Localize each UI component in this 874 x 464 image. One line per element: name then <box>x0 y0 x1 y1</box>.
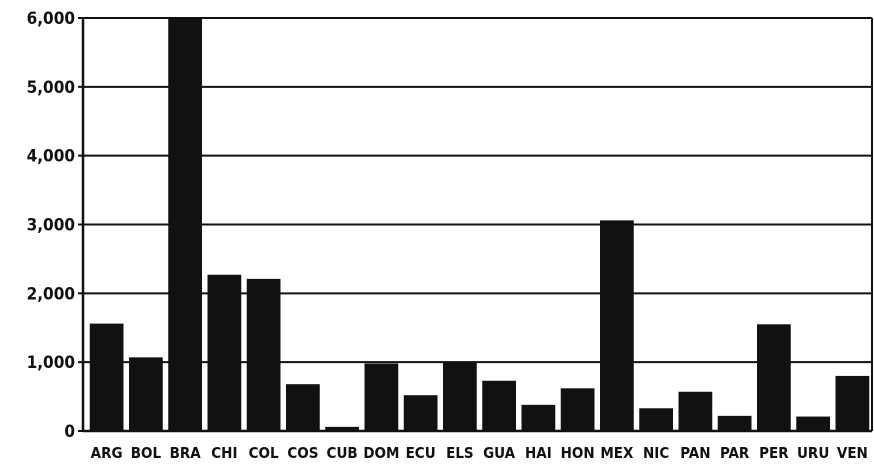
bar-els <box>443 362 477 431</box>
bar-cos <box>286 384 320 431</box>
x-tick-label-ecu: ECU <box>406 444 436 462</box>
bar-bol <box>129 357 163 431</box>
bar-layer <box>89 18 870 431</box>
label-layer: 0 1,000 2,000 3,000 4,000 5,000 6,000 ARG BOL BRA… <box>27 9 868 462</box>
x-tick-label-uru: URU <box>797 444 829 462</box>
x-tick-label-gua: GUA <box>483 444 516 462</box>
bar-hai <box>521 404 556 431</box>
x-tick-label-els: ELS <box>446 444 474 462</box>
y-tick-label: 4,000 <box>27 147 75 167</box>
bar-ecu <box>403 395 438 431</box>
y-tick-label: 2,000 <box>27 284 75 304</box>
bar-hon <box>560 388 595 431</box>
y-tick-label: 5,000 <box>27 78 75 98</box>
x-tick-label-nic: NIC <box>643 444 669 462</box>
x-tick-label-bol: BOL <box>131 444 162 462</box>
x-tick-label-hai: HAI <box>525 444 552 462</box>
x-tick-label-dom: DOM <box>363 444 399 462</box>
x-tick-label-cub: CUB <box>327 444 358 462</box>
x-tick-label-per: PER <box>759 444 789 462</box>
x-tick-label-mex: MEX <box>600 444 634 462</box>
y-tick-label: 6,000 <box>27 9 75 29</box>
x-tick-label-ven: VEN <box>837 444 868 462</box>
y-tick-label: 1,000 <box>27 353 75 373</box>
bar-dom <box>364 363 399 431</box>
bar-mex <box>600 220 634 431</box>
axis-layer <box>78 17 873 433</box>
x-tick-label-cos: COS <box>287 444 318 462</box>
bar-uru <box>796 416 831 431</box>
x-tick-label-chi: CHI <box>211 444 237 462</box>
y-tick-label: 0 <box>64 422 75 442</box>
y-tick-label: 3,000 <box>27 216 75 236</box>
bar-nic <box>639 408 674 431</box>
bar-cub <box>325 426 360 431</box>
x-tick-label-par: PAR <box>720 444 750 462</box>
x-tick-label-col: COL <box>249 444 279 462</box>
x-tick-label-hon: HON <box>561 444 595 462</box>
bar-gua <box>482 380 517 431</box>
x-tick-label-pan: PAN <box>680 444 710 462</box>
x-tick-label-bra: BRA <box>170 444 202 462</box>
bar-par <box>717 415 752 431</box>
bar-ven <box>835 375 870 431</box>
bar-col <box>246 278 281 431</box>
x-tick-label-arg: ARG <box>91 444 123 462</box>
bar-chi <box>207 274 242 431</box>
bar-arg <box>89 323 124 431</box>
bar-per <box>757 324 791 431</box>
bar-bra <box>168 18 203 431</box>
bar-pan <box>678 391 713 431</box>
